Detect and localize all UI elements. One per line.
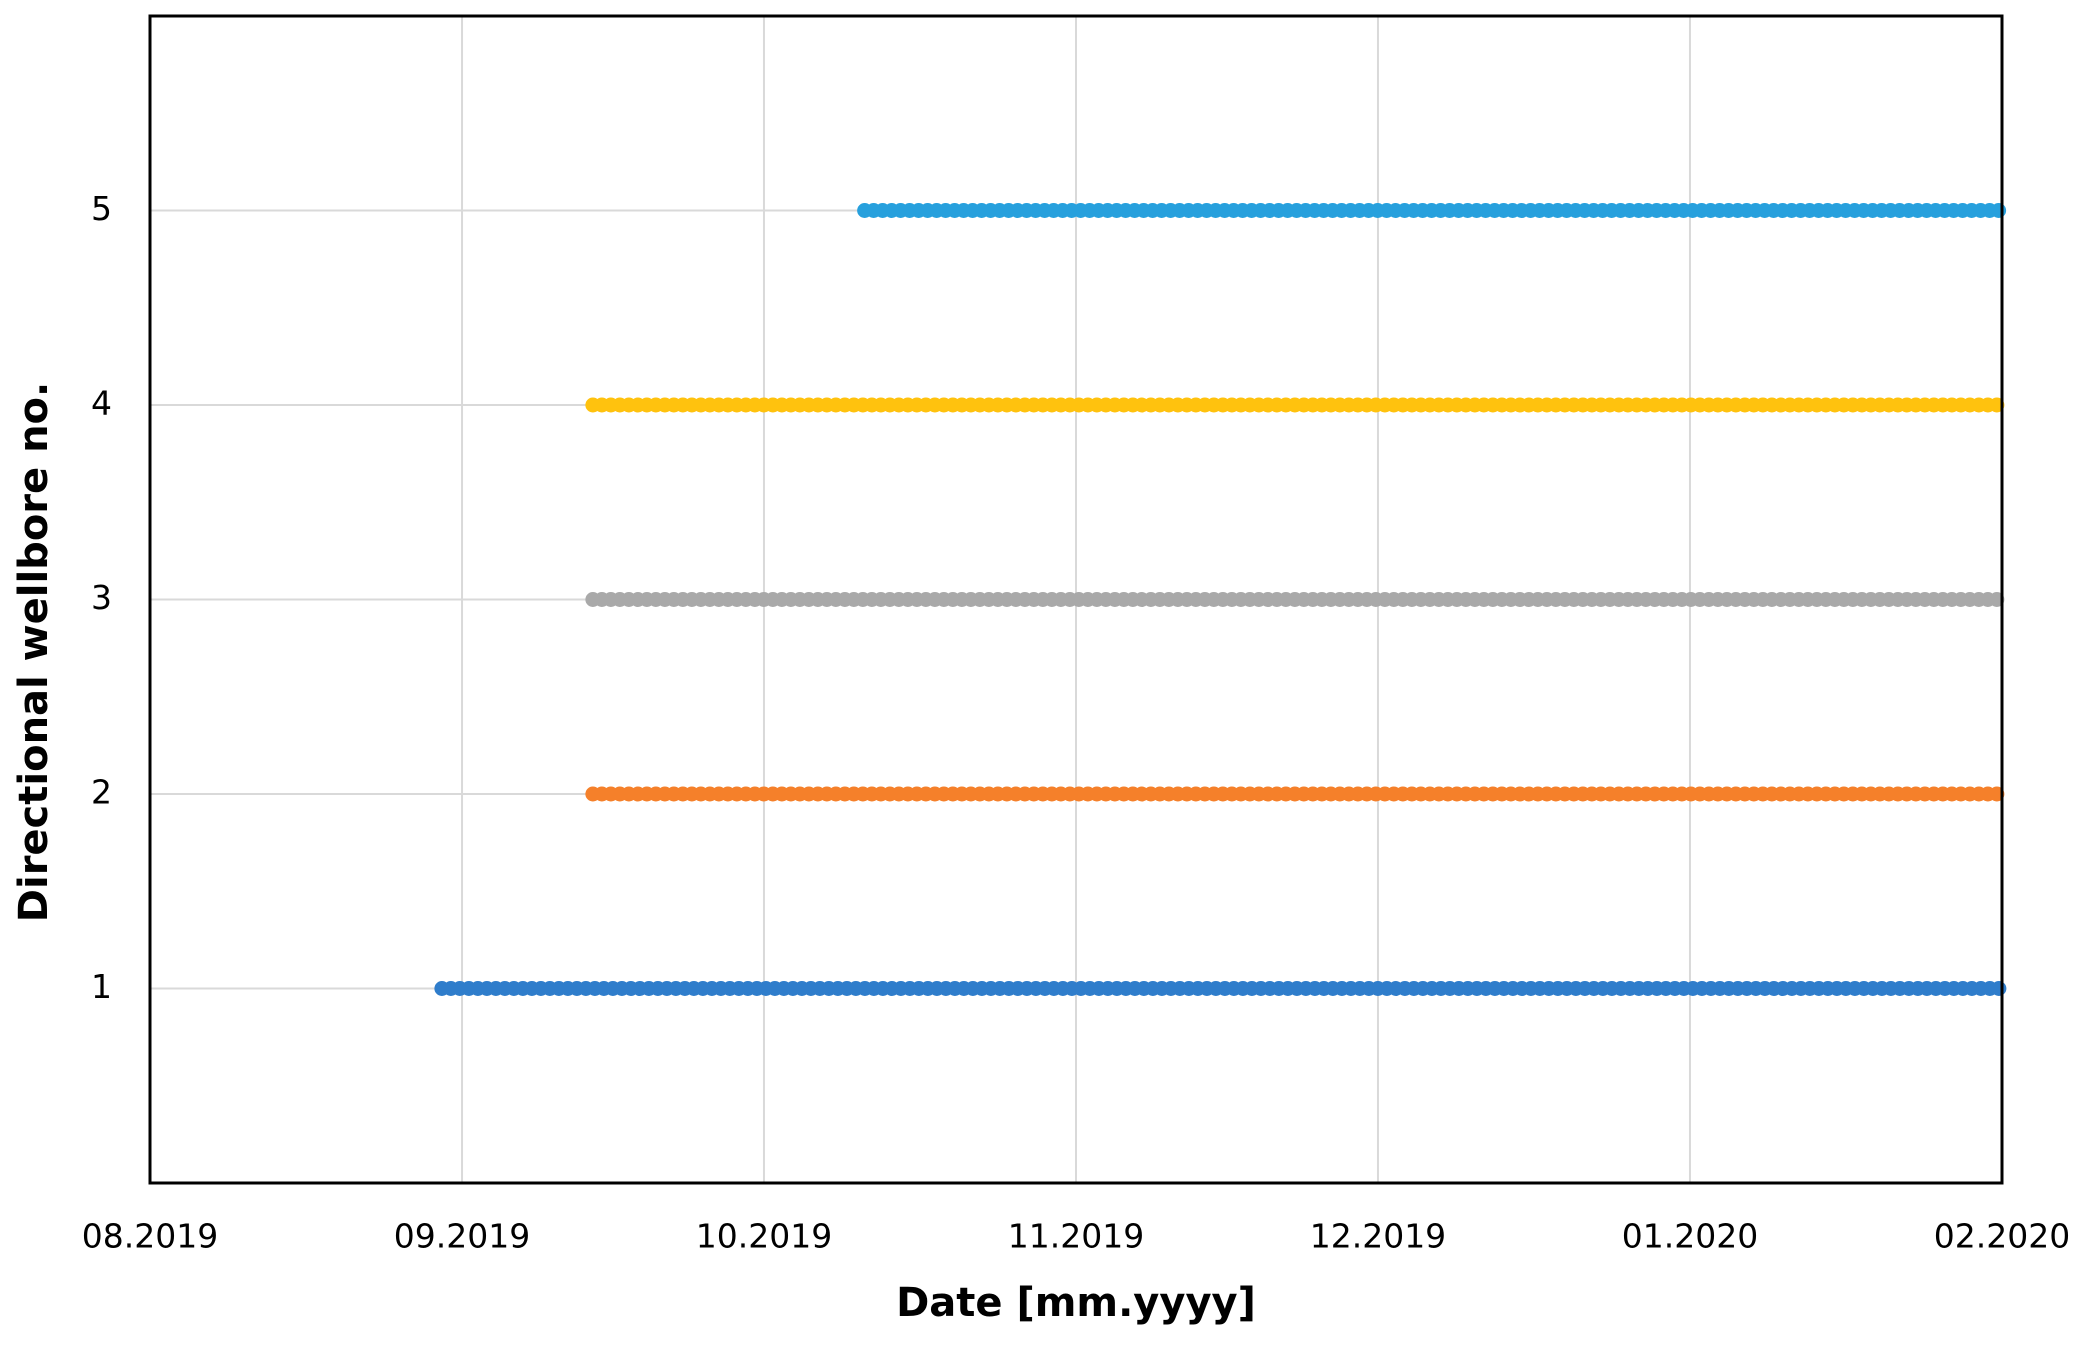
x-tick-label: 10.2019 [696,1217,832,1256]
x-tick-label: 09.2019 [394,1217,530,1256]
plot-frame [148,14,2004,1185]
x-tick-label: 01.2020 [1622,1217,1758,1256]
y-tick-label: 1 [91,967,112,1006]
x-axis-title: Date [mm.yyyy] [896,1280,1256,1326]
y-axis-title: Directional wellbore no. [11,382,57,922]
y-tick-label: 5 [91,189,112,228]
x-tick-label: 08.2019 [82,1217,218,1256]
y-tick-label: 3 [91,578,112,617]
marks [434,203,2010,996]
x-tick-label: 11.2019 [1008,1217,1144,1256]
y-tick-label: 4 [91,384,112,423]
y-tick-label: 2 [91,773,112,812]
x-tick-label: 12.2019 [1310,1217,1446,1256]
x-tick-label: 02.2020 [1934,1217,2070,1256]
